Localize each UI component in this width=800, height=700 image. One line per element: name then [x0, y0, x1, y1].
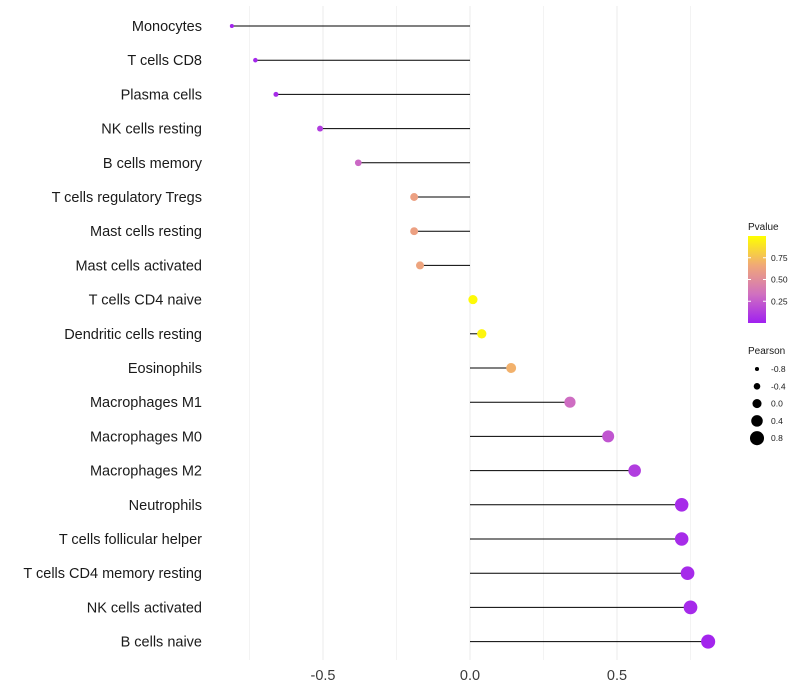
lollipop-point — [674, 498, 689, 512]
lollipop-point — [477, 329, 487, 339]
colorbar-tick-label: 0.25 — [771, 296, 788, 306]
x-tick-label: 0.5 — [607, 668, 627, 684]
lollipop-point — [674, 532, 689, 546]
lollipop-points — [229, 23, 716, 649]
category-label: Mast cells activated — [75, 258, 202, 274]
x-axis: -0.5 0.0 0.5 — [311, 668, 628, 684]
size-legend-point — [751, 415, 763, 427]
x-tick-label: 0.0 — [460, 668, 480, 684]
category-label: Macrophages M1 — [90, 395, 202, 411]
lollipop-point — [701, 634, 716, 649]
lollipop-point — [602, 430, 615, 443]
category-label: Macrophages M0 — [90, 429, 202, 445]
category-label: Macrophages M2 — [90, 464, 202, 480]
size-legend-point — [749, 431, 765, 446]
lollipop-point — [683, 600, 698, 615]
category-label: NK cells resting — [101, 122, 202, 138]
size-legend-point — [752, 399, 762, 409]
category-label: NK cells activated — [87, 600, 202, 616]
category-label: Monocytes — [132, 19, 202, 35]
size-legend-label: -0.8 — [771, 364, 786, 374]
size-legend-point — [754, 366, 760, 372]
category-label: B cells naive — [121, 635, 202, 651]
lollipop-point — [564, 396, 576, 408]
category-label: T cells follicular helper — [59, 532, 202, 548]
size-legend-label: 0.8 — [771, 433, 783, 443]
pvalue-legend: Pvalue 0.25 0.50 0.75 — [748, 222, 788, 323]
pearson-legend: Pearson -0.8 -0.4 0.0 0.4 0.8 — [748, 346, 786, 446]
lollipop-point — [354, 159, 362, 167]
category-label: B cells memory — [103, 156, 203, 172]
pvalue-legend-title: Pvalue — [748, 222, 779, 233]
size-legend-label: 0.0 — [771, 399, 783, 409]
lollipop-point — [416, 261, 425, 270]
lollipop-point — [628, 464, 641, 477]
pearson-legend-title: Pearson — [748, 346, 785, 357]
lollipop-point — [410, 227, 419, 236]
size-legend-label: 0.4 — [771, 416, 783, 426]
lollipop-point — [410, 193, 419, 201]
category-label: T cells regulatory Tregs — [52, 190, 202, 206]
lollipop-point — [468, 295, 478, 305]
colorbar-tick-label: 0.50 — [771, 275, 788, 285]
category-label: Neutrophils — [129, 498, 202, 514]
lollipop-point — [680, 566, 695, 581]
category-label: Dendritic cells resting — [64, 327, 202, 343]
category-label: T cells CD8 — [127, 53, 202, 69]
size-legend-label: -0.4 — [771, 381, 786, 391]
lollipop-point — [253, 57, 258, 63]
category-label: Mast cells resting — [90, 224, 202, 240]
colorbar-tick-label: 0.75 — [771, 253, 788, 263]
lollipop-point — [506, 363, 517, 373]
lollipop-point — [317, 125, 324, 132]
lollipop-stems — [231, 25, 709, 643]
grid-lines — [249, 6, 691, 660]
pvalue-colorbar — [748, 236, 766, 323]
category-label: Eosinophils — [128, 361, 202, 377]
lollipop-point — [273, 91, 279, 97]
category-label: Plasma cells — [121, 87, 202, 103]
size-legend-point — [753, 383, 761, 390]
x-tick-label: -0.5 — [311, 668, 336, 684]
lollipop-point — [229, 23, 234, 29]
category-label: T cells CD4 naive — [89, 293, 202, 309]
category-label: T cells CD4 memory resting — [23, 566, 202, 582]
category-axis: Monocytes T cells CD8 Plasma cells NK cells… — [23, 19, 202, 651]
